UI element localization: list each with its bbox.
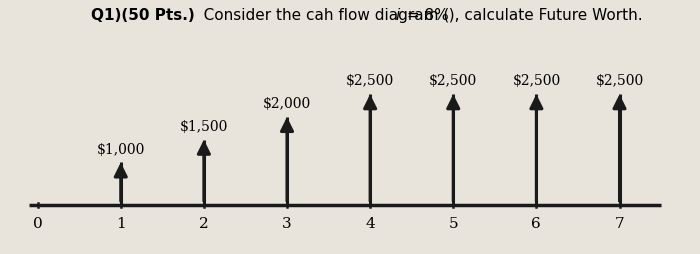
Text: $2,500: $2,500 [429,74,477,88]
Text: $2,500: $2,500 [596,74,643,88]
Text: 5: 5 [449,216,458,230]
Text: 3: 3 [282,216,292,230]
Text: 1: 1 [116,216,125,230]
Text: 2: 2 [199,216,209,230]
Text: 4: 4 [365,216,375,230]
Text: Q1)(50 Pts.): Q1)(50 Pts.) [91,8,195,23]
Text: Consider the cah flow diagram (: Consider the cah flow diagram ( [189,8,449,23]
Text: 7: 7 [615,216,624,230]
Text: i: i [395,8,400,23]
Text: $1,500: $1,500 [180,119,228,133]
Text: $2,500: $2,500 [512,74,561,88]
Text: $2,000: $2,000 [263,97,311,111]
Text: 0: 0 [33,216,43,230]
Text: = 8%), calculate Future Worth.: = 8%), calculate Future Worth. [402,8,643,23]
Text: $1,000: $1,000 [97,142,145,156]
Text: 6: 6 [531,216,541,230]
Text: $2,500: $2,500 [346,74,394,88]
